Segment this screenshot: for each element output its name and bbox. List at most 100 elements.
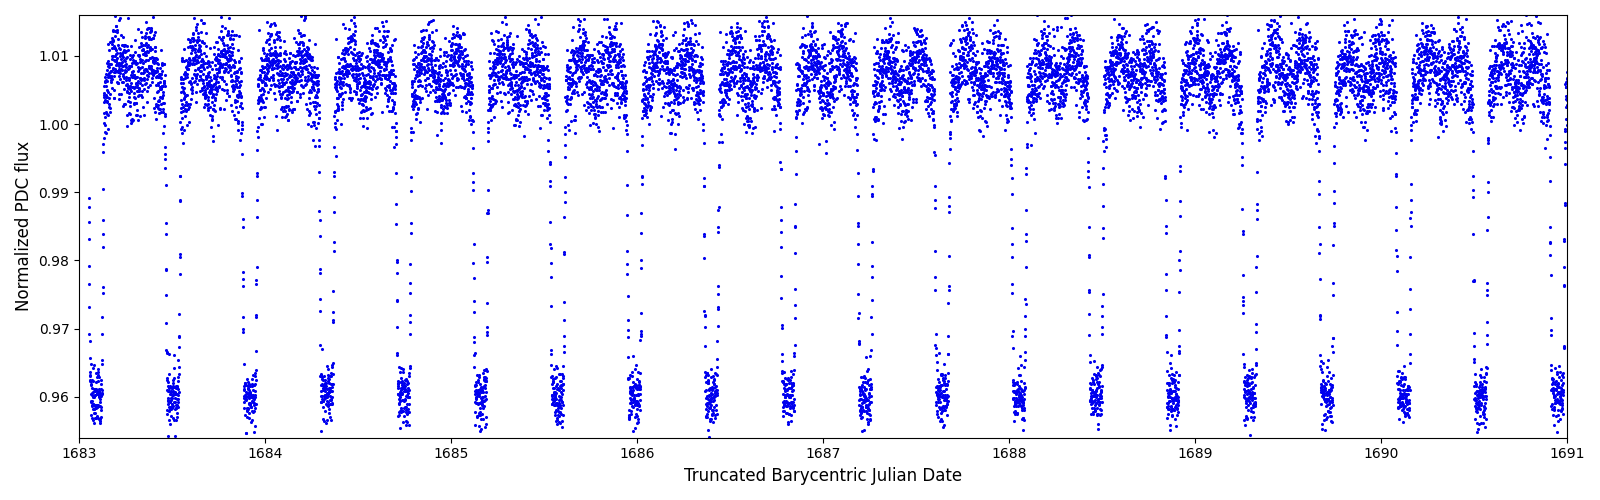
Point <box>1250 44 1275 52</box>
Point <box>1406 90 1432 98</box>
Point <box>106 79 131 87</box>
Point <box>357 104 382 112</box>
Point <box>189 62 214 70</box>
Point <box>893 110 918 118</box>
Point <box>1000 386 1026 394</box>
Point <box>171 58 197 66</box>
Point <box>794 106 819 114</box>
Point <box>1021 89 1046 97</box>
Point <box>317 374 342 382</box>
Point <box>888 88 914 96</box>
Point <box>234 392 259 400</box>
Point <box>533 100 558 108</box>
Point <box>1179 100 1205 108</box>
Point <box>1269 36 1294 44</box>
Point <box>418 82 443 90</box>
Point <box>1565 63 1590 71</box>
Point <box>189 56 214 64</box>
Point <box>806 70 832 78</box>
Point <box>1283 71 1309 79</box>
Point <box>712 38 738 46</box>
Point <box>394 392 419 400</box>
Point <box>1022 70 1048 78</box>
Point <box>1525 32 1550 40</box>
Point <box>1293 43 1318 51</box>
Point <box>928 398 954 406</box>
Point <box>1378 62 1403 70</box>
Point <box>589 108 614 116</box>
Point <box>987 65 1013 73</box>
Point <box>1558 59 1584 67</box>
Point <box>312 391 338 399</box>
Point <box>1163 401 1189 409</box>
Point <box>483 98 509 106</box>
Point <box>1499 51 1525 59</box>
Point <box>979 92 1005 100</box>
Point <box>891 83 917 91</box>
Point <box>285 77 310 85</box>
Point <box>653 50 678 58</box>
Point <box>922 148 947 156</box>
Point <box>131 59 157 67</box>
Point <box>246 80 272 88</box>
Point <box>973 60 998 68</box>
Point <box>832 53 858 61</box>
Point <box>574 46 600 54</box>
Point <box>1285 44 1310 52</box>
Point <box>1117 102 1142 110</box>
Point <box>1410 66 1435 74</box>
Point <box>904 30 930 38</box>
Point <box>1270 99 1296 107</box>
Point <box>872 84 898 92</box>
Point <box>325 94 350 102</box>
Point <box>1331 64 1357 72</box>
Point <box>331 70 357 78</box>
Point <box>1088 388 1114 396</box>
Point <box>888 117 914 125</box>
Point <box>211 46 237 54</box>
Point <box>1354 86 1379 94</box>
Point <box>1502 64 1528 72</box>
Point <box>1418 66 1443 74</box>
Point <box>1205 67 1230 75</box>
Point <box>602 82 627 90</box>
Point <box>1277 107 1302 115</box>
Point <box>467 410 493 418</box>
Point <box>1126 100 1152 108</box>
Point <box>504 116 530 124</box>
Point <box>354 106 379 114</box>
Point <box>254 60 280 68</box>
Point <box>749 46 774 54</box>
Point <box>453 79 478 87</box>
Point <box>117 110 142 118</box>
Point <box>437 80 462 88</box>
Point <box>94 98 120 106</box>
Point <box>922 273 947 281</box>
Point <box>1061 58 1086 66</box>
Point <box>627 332 653 340</box>
Point <box>1029 60 1054 68</box>
Point <box>214 40 240 48</box>
Point <box>1531 108 1557 116</box>
Point <box>304 73 330 81</box>
Point <box>686 100 712 108</box>
Point <box>1512 113 1538 121</box>
Point <box>541 402 566 409</box>
Point <box>598 70 624 78</box>
Point <box>437 76 462 84</box>
Point <box>693 310 718 318</box>
Point <box>306 76 331 84</box>
Point <box>386 390 411 398</box>
Point <box>1330 49 1355 57</box>
Point <box>91 119 117 127</box>
Point <box>925 386 950 394</box>
Point <box>1106 59 1131 67</box>
Point <box>216 46 242 54</box>
Point <box>523 71 549 79</box>
Point <box>829 42 854 50</box>
Point <box>894 107 920 115</box>
Point <box>334 66 360 74</box>
Point <box>146 102 171 110</box>
Point <box>411 53 437 61</box>
Point <box>1429 98 1454 106</box>
